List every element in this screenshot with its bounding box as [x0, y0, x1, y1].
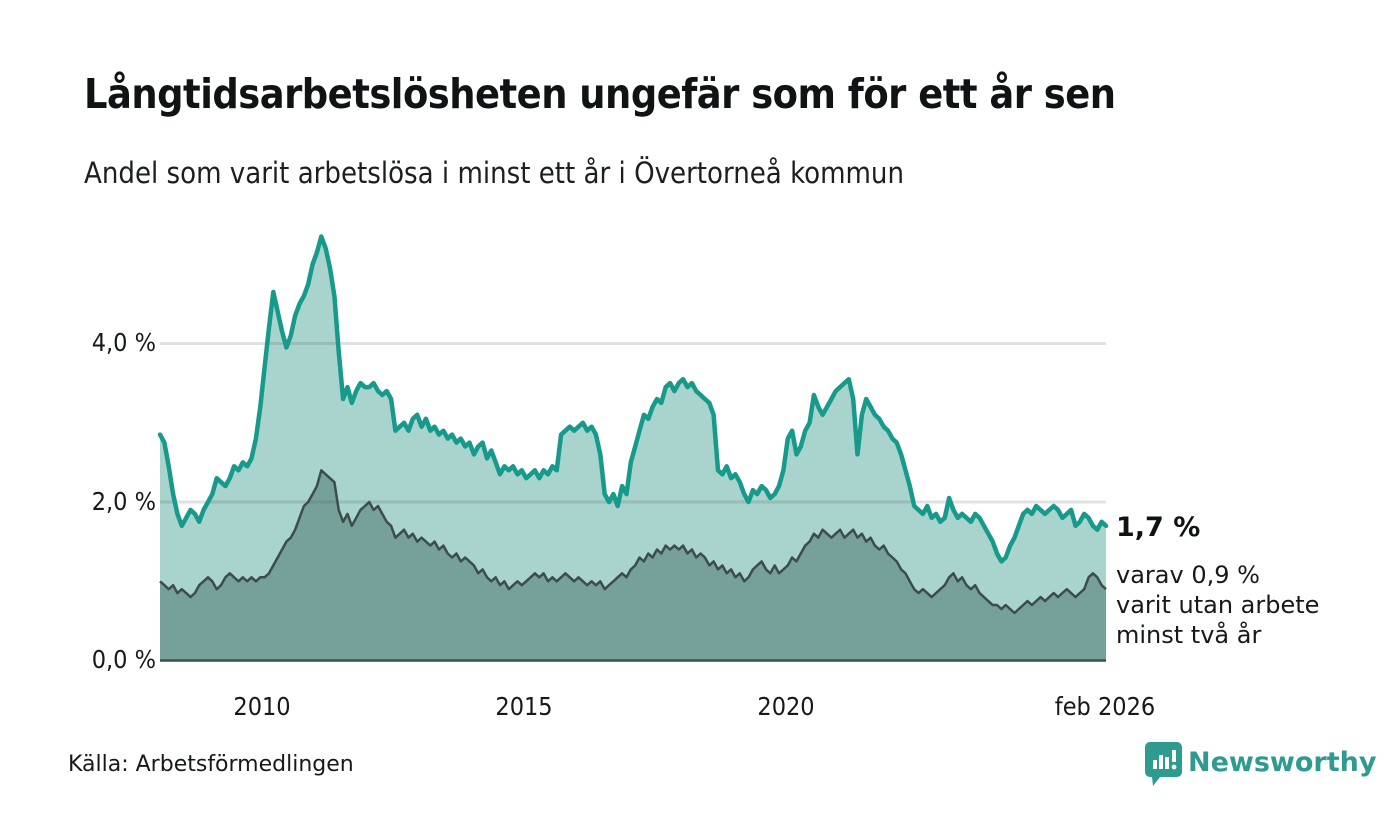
y-tick-4: 4,0 % [91, 328, 156, 357]
note-line-1: varav 0,9 % [1116, 561, 1260, 589]
line-two-years [159, 469, 1107, 615]
source-credit: Källa: Arbetsförmedlingen [68, 752, 354, 777]
page-subtitle: Andel som varit arbetslösa i minst ett å… [84, 156, 905, 190]
note-line-2: varit utan arbete [1116, 591, 1320, 619]
note-line-3: minst två år [1116, 621, 1262, 649]
x-tick-2015: 2015 [495, 692, 553, 721]
x-tick-2010: 2010 [233, 692, 291, 721]
y-tick-2: 2,0 % [91, 487, 156, 516]
area-two-years-fill [160, 470, 1106, 661]
x-tick-2020: 2020 [757, 692, 815, 721]
latest-value-note: varav 0,9 % varit utan arbete minst två … [1116, 560, 1319, 650]
brand-name: Newsworthy [1188, 747, 1377, 778]
latest-value-label: 1,7 % [1116, 512, 1201, 543]
page-title: Långtidsarbetslösheten ungefär som för e… [84, 70, 1116, 118]
x-tick-feb-2026: feb 2026 [1054, 692, 1156, 721]
line-total [157, 234, 1109, 564]
y-tick-0: 0,0 % [91, 645, 156, 674]
newsworthy-logo-icon [1145, 742, 1182, 786]
